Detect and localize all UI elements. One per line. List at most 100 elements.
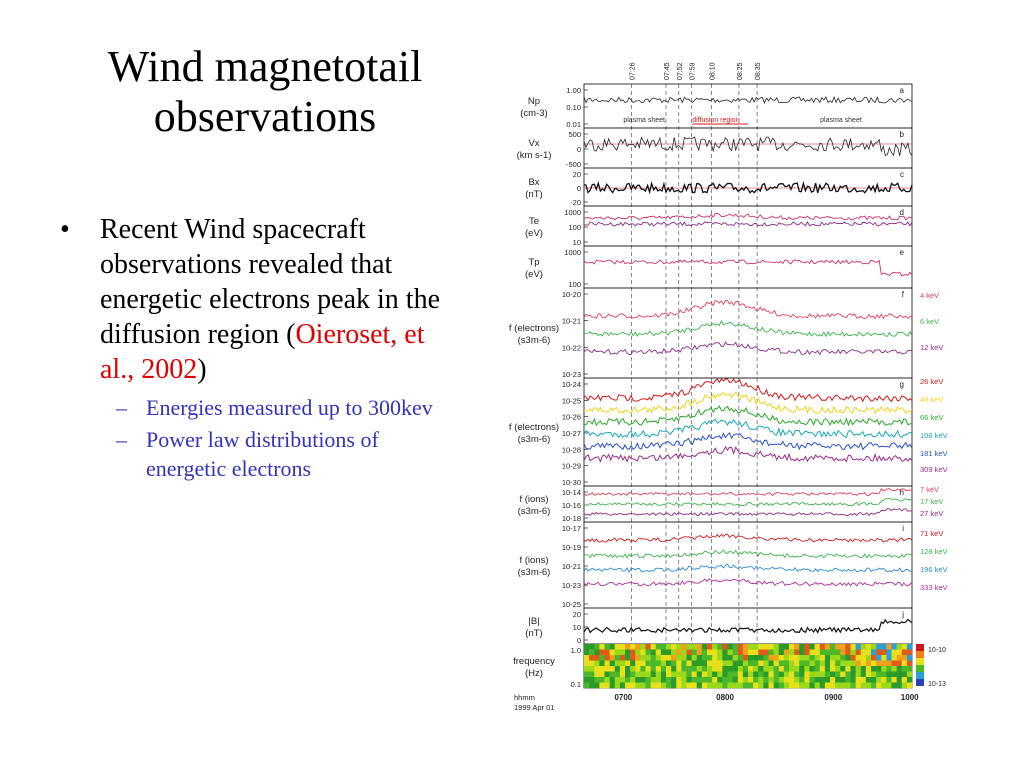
panel-ylabel-unit: (cm-3) <box>520 108 547 119</box>
energy-legend-label: 26 keV <box>920 377 943 386</box>
spectrogram-cell <box>650 666 657 672</box>
spectrogram-cell <box>819 644 826 650</box>
spectrogram-cell <box>727 644 733 650</box>
spectrogram-cell <box>881 666 887 672</box>
spectrogram-cell <box>763 666 769 672</box>
spectrogram-cell <box>594 666 600 672</box>
spectrogram-cell <box>599 660 605 667</box>
citation-link[interactable]: Oieroset, et al., 2002 <box>100 319 425 385</box>
spectrogram-cell <box>701 671 708 678</box>
spectrogram-cell <box>845 666 851 672</box>
spectrogram-cell <box>635 649 641 656</box>
spectrogram-cell <box>619 682 626 689</box>
spectrogram-cell <box>906 671 913 678</box>
panel-frame <box>583 521 913 609</box>
spectrogram-cell <box>865 655 872 661</box>
spectrogram-cell <box>732 655 739 661</box>
spectrogram-cell <box>789 677 795 683</box>
spectrogram-cell <box>614 682 621 689</box>
spectrogram-cell <box>783 655 790 661</box>
panel-tick-label: 10 <box>573 623 581 632</box>
spectrogram-cell <box>686 671 692 678</box>
spectrogram-cell <box>707 666 713 672</box>
spectrogram-cell <box>681 660 687 667</box>
spectrogram-cell <box>712 644 718 650</box>
time-marker-label: 07:59 <box>690 62 697 80</box>
spectrogram-cell <box>650 671 657 678</box>
panel-frame <box>583 127 913 169</box>
colorbar-segment <box>916 665 924 672</box>
spectrogram-cell <box>758 677 764 683</box>
spectrogram-cell <box>742 660 749 667</box>
spectrogram-cell <box>860 655 867 661</box>
spectrogram-cell <box>660 666 667 672</box>
panel-tick-label: 10-20 <box>562 290 581 299</box>
spectrogram-cell <box>809 660 815 667</box>
spectrogram-cell <box>707 671 713 678</box>
spectrogram-cell <box>604 655 610 661</box>
colorbar-label: 10-10 <box>928 647 946 654</box>
spectrogram-cell <box>671 671 677 678</box>
spectrogram-cell <box>599 677 605 683</box>
spectrogram-cell <box>737 655 744 661</box>
spectrogram-cell <box>691 649 698 656</box>
spectrogram-cell <box>891 677 897 683</box>
spectrogram-cell <box>840 677 846 683</box>
spectrogram-cell <box>609 644 616 650</box>
spectrogram-cell <box>778 671 785 678</box>
spectrogram-cell <box>645 655 651 661</box>
spectrogram-cell <box>635 655 641 661</box>
spectrogram-cell <box>773 655 780 661</box>
spectrogram-cell <box>891 666 897 672</box>
spectrogram-cell <box>809 655 815 661</box>
spectrogram-cell <box>666 644 672 650</box>
spectrogram-cell <box>881 671 887 678</box>
spectrogram-cell <box>886 660 892 667</box>
spectrogram-cell <box>830 682 836 689</box>
spectrogram-cell <box>655 660 662 667</box>
spectrogram-cell <box>635 677 641 683</box>
spectrogram-cell <box>717 655 723 661</box>
panel-ylabel-unit: (nT) <box>525 189 542 200</box>
spectrogram-cell <box>799 666 805 672</box>
spectrogram-cell <box>865 682 872 689</box>
spectrogram-cell <box>794 671 800 678</box>
spectrogram-cell <box>712 671 718 678</box>
spectrogram-cell <box>671 682 677 689</box>
data-trace <box>583 136 913 157</box>
spectrogram-cell <box>717 682 723 689</box>
spectrogram-cell <box>901 655 908 661</box>
spectrogram-cell <box>819 677 826 683</box>
spectrogram-cell <box>701 649 708 656</box>
spectrogram-cell <box>804 677 810 683</box>
spectrogram-cell <box>819 671 826 678</box>
spectrogram-cell <box>594 649 600 656</box>
spectrogram-cell <box>727 682 733 689</box>
panel-ylabel: f (ions) <box>519 494 548 505</box>
spectrogram-cell <box>727 649 733 656</box>
spectrogram-cell <box>789 671 795 678</box>
spectrogram-cell <box>681 682 687 689</box>
spectrogram-cell <box>753 666 759 672</box>
spectrogram-cell <box>876 655 882 661</box>
spectrogram-cell <box>671 655 677 661</box>
sub-bullet: – Power law distributions of energetic e… <box>60 425 440 483</box>
spectrogram-cell <box>604 682 610 689</box>
spectrogram-cell <box>830 677 836 683</box>
spectrogram-cell <box>655 655 662 661</box>
spectrogram-cell <box>845 671 851 678</box>
bullet-text-end: ) <box>197 354 207 385</box>
spectrogram-cell <box>742 682 749 689</box>
energy-legend-label: 333 keV <box>920 583 948 592</box>
spectrogram-cell <box>789 660 795 667</box>
spectrogram-cell <box>650 644 657 650</box>
spectrogram-cell <box>886 677 892 683</box>
spectrogram-cell <box>865 644 872 650</box>
spectrogram-cell <box>835 644 841 650</box>
spectrogram-cell <box>696 671 703 678</box>
spectrogram-cell <box>660 677 667 683</box>
spectrogram-cell <box>758 660 764 667</box>
spectrogram-cell <box>819 655 826 661</box>
panel-letter: a <box>900 86 905 95</box>
spectrogram-cell <box>707 677 713 683</box>
